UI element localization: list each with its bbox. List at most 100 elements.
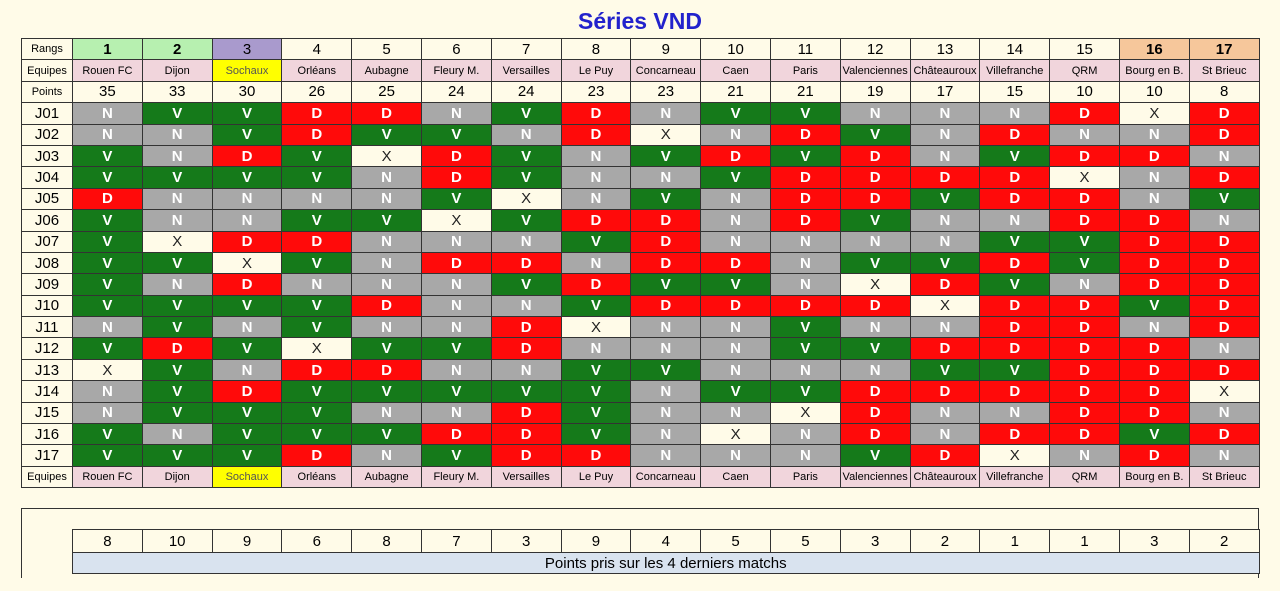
result-cell: N (72, 102, 143, 125)
round-row: J06 V N N V V X V D D N D V N N D D N (21, 209, 1260, 232)
points-cell: 21 (700, 80, 771, 104)
last-four-points-cell: 1 (979, 529, 1051, 553)
team-name-cell: Rouen FC (72, 465, 143, 489)
result-cell: V (420, 380, 492, 403)
round-label: J06 (21, 209, 73, 232)
points-cell: 23 (630, 80, 702, 104)
points-cell: 23 (560, 80, 632, 104)
round-label: J14 (21, 380, 73, 403)
result-cell: N (700, 358, 771, 382)
result-cell: N (141, 423, 213, 446)
result-cell: V (351, 337, 422, 360)
last-four-points-cell: 3 (1118, 529, 1190, 553)
round-row: J08 V V X V N D D N D D N V V D V D D (21, 251, 1260, 275)
result-cell: N (979, 401, 1051, 425)
result-cell: V (769, 144, 841, 168)
result-cell: X (909, 294, 981, 318)
result-cell: X (839, 273, 911, 296)
result-cell: V (141, 166, 213, 189)
result-cell: N (351, 444, 422, 467)
team-name-cell: Sochaux (211, 465, 283, 489)
result-cell: X (1188, 380, 1260, 403)
result-cell: N (630, 337, 702, 360)
row-label-points: Points (21, 80, 73, 104)
result-cell: D (839, 401, 911, 425)
result-cell: D (1049, 316, 1120, 339)
result-cell: D (1118, 401, 1190, 425)
result-cell: N (630, 444, 702, 467)
result-cell: D (1118, 444, 1190, 467)
result-cell: D (211, 380, 283, 403)
result-cell: V (72, 166, 143, 189)
result-cell: D (630, 230, 702, 253)
points-cell: 21 (769, 80, 841, 104)
result-cell: D (909, 444, 981, 467)
result-cell: N (420, 273, 492, 296)
result-cell: N (490, 230, 562, 253)
team-name-cell: Fleury M. (420, 465, 492, 489)
result-cell: X (1049, 166, 1120, 189)
result-cell: V (72, 209, 143, 232)
team-name-cell: Aubagne (351, 59, 422, 82)
result-cell: V (281, 144, 353, 168)
result-cell: N (909, 144, 981, 168)
result-cell: V (72, 144, 143, 168)
result-cell: N (979, 209, 1051, 232)
team-name-cell: Châteauroux (909, 59, 981, 82)
result-cell: D (839, 144, 911, 168)
team-name-cell: Fleury M. (420, 59, 492, 82)
round-label: J17 (21, 444, 73, 467)
result-cell: V (1118, 423, 1190, 446)
result-cell: D (281, 102, 353, 125)
result-cell: D (979, 166, 1051, 189)
team-name-cell: Concarneau (630, 465, 702, 489)
last-four-points-cell: 7 (420, 529, 492, 553)
result-cell: N (700, 209, 771, 232)
result-cell: D (979, 123, 1051, 146)
points-cell: 10 (1049, 80, 1120, 104)
result-cell: D (839, 166, 911, 189)
result-cell: V (420, 123, 492, 146)
result-cell: N (281, 187, 353, 211)
last-four-points-cell: 3 (839, 529, 911, 553)
result-cell: N (909, 423, 981, 446)
team-name-cell: Valenciennes (839, 465, 911, 489)
result-cell: D (1118, 144, 1190, 168)
team-name-cell: QRM (1049, 59, 1120, 82)
result-cell: D (979, 380, 1051, 403)
result-cell: V (839, 123, 911, 146)
last-four-points-cell: 1 (1049, 529, 1120, 553)
team-name-cell: Châteauroux (909, 465, 981, 489)
result-cell: X (490, 187, 562, 211)
rank-cell: 15 (1049, 37, 1120, 61)
round-label: J02 (21, 123, 73, 146)
result-cell: N (700, 316, 771, 339)
result-cell: N (630, 380, 702, 403)
rank-cell: 9 (630, 37, 702, 61)
result-cell: D (420, 144, 492, 168)
team-name-cell: QRM (1049, 465, 1120, 489)
result-cell: N (420, 230, 492, 253)
last-four-points-cell: 4 (630, 529, 702, 553)
result-cell: N (700, 337, 771, 360)
result-cell: D (839, 423, 911, 446)
result-cell: N (1188, 444, 1260, 467)
result-cell: X (1118, 102, 1190, 125)
result-cell: V (560, 423, 632, 446)
rank-cell: 1 (72, 37, 143, 61)
result-cell: V (490, 380, 562, 403)
rank-cell: 17 (1188, 37, 1260, 61)
points-cell: 15 (979, 80, 1051, 104)
result-cell: D (979, 423, 1051, 446)
result-cell: N (490, 294, 562, 318)
rank-cell: 6 (420, 37, 492, 61)
teams-row-bottom: Equipes Rouen FC Dijon Sochaux Orléans Aubagn… (21, 465, 1260, 489)
round-label: J05 (21, 187, 73, 211)
result-cell: V (560, 294, 632, 318)
result-cell: V (560, 230, 632, 253)
result-cell: V (72, 423, 143, 446)
result-cell: N (560, 337, 632, 360)
result-cell: V (909, 251, 981, 275)
result-cell: D (560, 209, 632, 232)
result-cell: V (839, 444, 911, 467)
